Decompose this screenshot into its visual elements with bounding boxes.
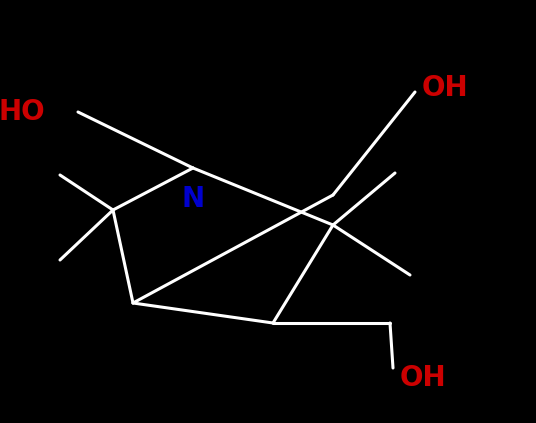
Text: OH: OH bbox=[422, 74, 468, 102]
Text: OH: OH bbox=[400, 364, 446, 392]
Text: HO: HO bbox=[0, 98, 45, 126]
Text: N: N bbox=[182, 185, 205, 213]
